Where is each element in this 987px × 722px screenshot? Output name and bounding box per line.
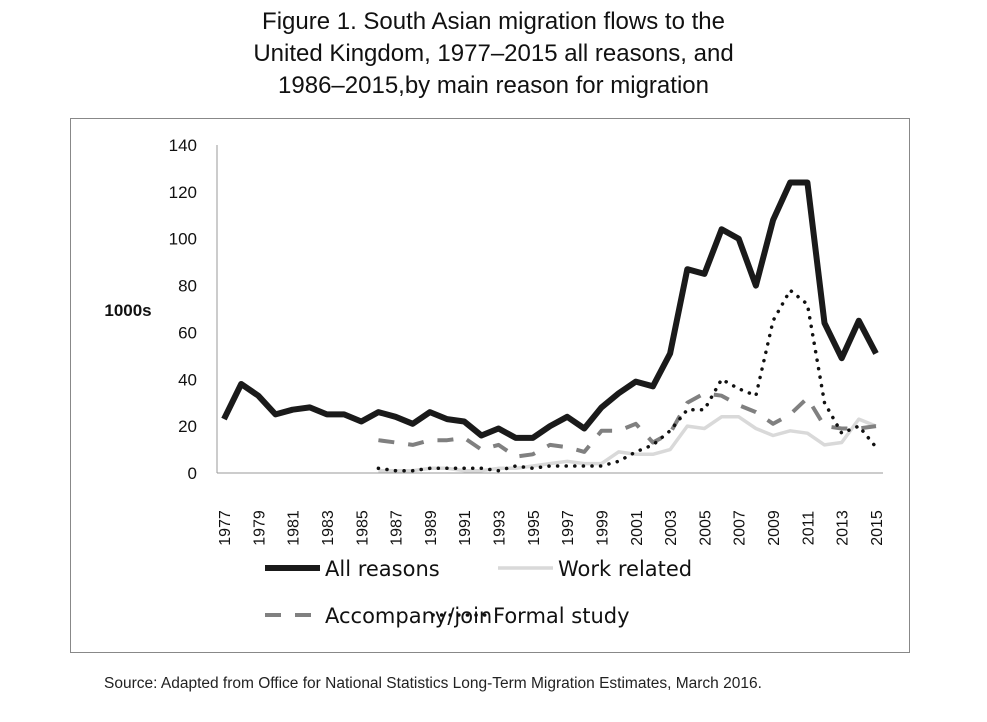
x-tick-label: 1991 [457,510,474,546]
y-tick-label: 60 [178,323,197,342]
x-tick-label: 1997 [560,510,577,546]
y-tick-label: 140 [169,136,197,155]
legend-label: Work related [558,557,692,581]
x-tick-label: 2001 [629,510,646,546]
chart-title: Figure 1. South Asian migration flows to… [0,6,987,102]
x-tick-label: 2011 [800,511,817,546]
series-line-formal-study [376,288,878,473]
x-tick-label: 1981 [286,510,303,546]
x-tick-label: 2007 [732,510,749,546]
y-tick-label: 20 [178,417,197,436]
y-axis-label: 1000s [104,301,151,320]
x-tick-label: 1989 [423,510,440,546]
series-line-accompany-join [378,391,877,459]
x-tick-label: 2013 [835,510,852,546]
y-tick-label: 0 [188,464,197,483]
title-line: 1986–2015,by main reason for migration [278,72,709,99]
y-tick-label: 40 [178,370,197,389]
title-line: United Kingdom, 1977–2015 all reasons, a… [253,40,734,67]
y-tick-label: 120 [169,183,197,202]
x-tick-label: 1983 [320,510,337,546]
chart-frame [70,118,910,653]
x-tick-label: 1987 [389,510,406,546]
x-tick-label: 2003 [663,510,680,546]
legend-label: Formal study [493,604,630,628]
x-tick-label: 1999 [594,510,611,546]
x-tick-label: 1995 [526,510,543,546]
x-tick-label: 2015 [869,510,886,546]
x-tick-label: 1985 [354,510,371,546]
legend-label: Accompany/join [325,604,492,628]
x-tick-label: 1993 [492,510,509,546]
y-tick-label: 100 [169,230,197,249]
x-tick-label: 1977 [217,510,234,546]
series-line-work-related [378,415,877,473]
source-note: Source: Adapted from Office for National… [104,675,762,692]
legend-label: All reasons [325,557,440,581]
title-line: Figure 1. South Asian migration flows to… [262,8,725,35]
x-tick-label: 2009 [766,510,783,546]
x-tick-label: 2005 [697,510,714,546]
x-tick-label: 1979 [251,510,268,546]
y-tick-label: 80 [178,277,197,296]
series-line-all-reasons [221,179,879,441]
